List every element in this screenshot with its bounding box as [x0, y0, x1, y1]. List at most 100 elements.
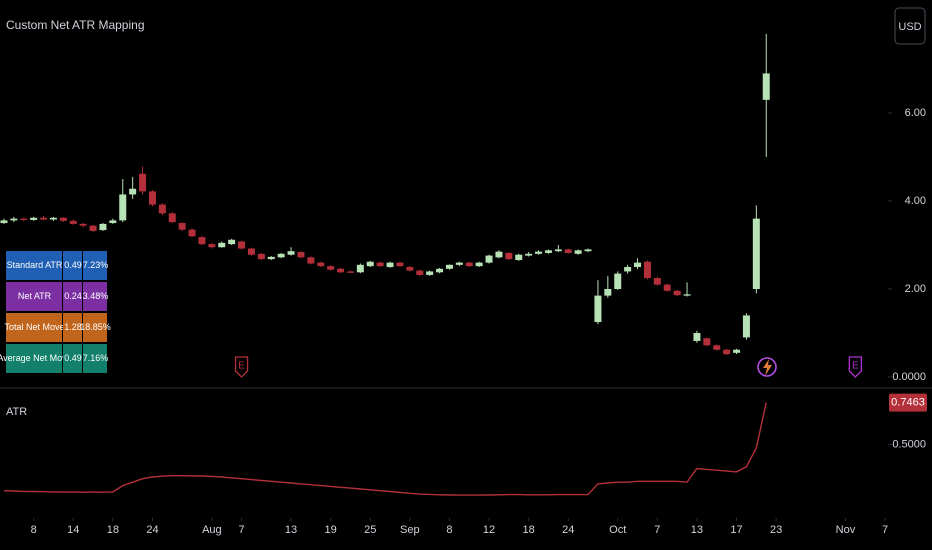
event-marker: [234, 356, 249, 378]
candle-body: [10, 218, 18, 221]
candle-body: [416, 270, 424, 275]
x-tick-label: 13: [691, 524, 703, 536]
candle-body: [287, 251, 295, 255]
table-cell: [63, 313, 82, 342]
candle-body: [495, 251, 503, 258]
table-cell: [63, 251, 82, 280]
event-label: E: [238, 361, 245, 372]
plot-layer: 0.0000 2.00 4.00 6.00 0.5000 8 14 18 24 Aug 7 13 19 2…: [0, 33, 927, 536]
candle-body: [129, 188, 137, 195]
candle-body: [584, 249, 592, 252]
x-tick-label: 18: [107, 524, 119, 536]
candle-body: [455, 262, 463, 265]
candle-body: [594, 295, 602, 323]
currency-button[interactable]: [894, 7, 926, 45]
candle-body: [604, 289, 612, 296]
candle-body: [317, 262, 325, 267]
candle-body: [178, 223, 186, 230]
candle-body: [624, 267, 632, 272]
candle-body: [683, 294, 691, 296]
table-text: 3.48%: [83, 291, 109, 301]
candle-body: [109, 220, 117, 224]
table-cell: [83, 282, 107, 311]
line: [3, 402, 767, 496]
candle-body: [297, 252, 305, 258]
x-tick-label: 7: [238, 524, 244, 536]
candle-body: [218, 242, 226, 248]
y-tick-label: 2.00: [905, 283, 926, 295]
candle-body: [693, 333, 701, 341]
x-tick-label: 19: [325, 524, 337, 536]
candle-body: [742, 315, 750, 338]
candle-body: [614, 273, 622, 290]
candle-body: [713, 345, 721, 350]
x-tick-label: 12: [483, 524, 495, 536]
currency-label[interactable]: USD: [898, 21, 921, 33]
table-text: Total Net Move: [4, 322, 64, 332]
x-tick-label: 24: [562, 524, 574, 536]
table-text: 0.24: [64, 291, 82, 301]
candle-body: [49, 217, 57, 220]
y-tick-label: 4.00: [905, 195, 926, 207]
x-tick-label: 25: [364, 524, 376, 536]
table-cell: [83, 344, 107, 373]
candle-body: [30, 217, 38, 220]
candle-body: [366, 261, 374, 267]
y-tick-label: 6.00: [905, 107, 926, 119]
table-cell: [83, 251, 107, 280]
table-text: 0.49: [64, 353, 82, 363]
candle-body: [188, 229, 196, 237]
candle-body: [148, 191, 156, 205]
table-cell: [63, 344, 82, 373]
table-cell: [6, 251, 62, 280]
candle-body: [0, 220, 8, 224]
candle-body: [515, 254, 523, 260]
lightning-icon: [757, 357, 777, 377]
candle-body: [238, 241, 246, 249]
candle-body: [307, 257, 315, 264]
candle-body: [752, 218, 760, 290]
table-cell: [6, 344, 62, 373]
candle-body: [723, 349, 731, 355]
candle-body: [168, 213, 176, 223]
candle-body: [505, 252, 513, 260]
candle-body: [485, 255, 493, 263]
candle-body: [475, 262, 483, 267]
table-text: 7.16%: [83, 353, 109, 363]
candle-body: [79, 223, 87, 226]
candle-body: [208, 244, 216, 248]
table-text: Net ATR: [18, 291, 52, 301]
candle-body: [99, 223, 107, 231]
x-tick-label: 7: [882, 524, 888, 536]
table-cell: [63, 282, 82, 311]
x-tick-label: 14: [67, 524, 79, 536]
x-tick-label: Sep: [400, 524, 420, 536]
table-text: Standard ATR: [7, 260, 63, 270]
x-tick-label: Aug: [202, 524, 222, 536]
candle-body: [465, 262, 473, 267]
candle-body: [267, 256, 275, 260]
candle-body: [673, 290, 681, 296]
icon-ring: [757, 357, 777, 377]
candle-body: [139, 173, 147, 192]
candle-body: [733, 349, 741, 353]
candle-body: [535, 251, 543, 254]
candle-body: [89, 225, 97, 231]
last-value-tag: [889, 393, 927, 412]
candle-body: [396, 262, 404, 267]
candle-body: [653, 278, 661, 285]
icon-bolt: [763, 359, 772, 376]
y-tick-label: 0.0000: [892, 371, 926, 383]
candle-body: [20, 218, 28, 220]
candle-body: [376, 262, 384, 267]
table-text: 0.49: [64, 260, 82, 270]
candle-body: [198, 237, 206, 245]
table-text: 7.23%: [83, 260, 109, 270]
x-tick-label: 8: [446, 524, 452, 536]
candle-body: [663, 284, 671, 291]
x-tick-label: 8: [31, 524, 37, 536]
candle-body: [406, 267, 414, 271]
chart-title: Custom Net ATR Mapping: [6, 18, 145, 32]
